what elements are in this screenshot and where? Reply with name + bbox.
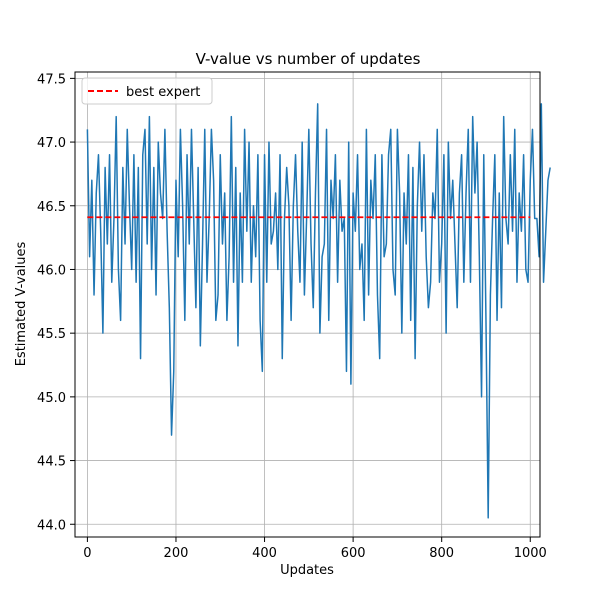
x-tick-label: 0	[83, 546, 91, 561]
y-tick-label: 45.5	[37, 327, 66, 342]
grid-lines	[75, 72, 540, 537]
series-line-v-values	[86, 103, 551, 519]
x-axis-label: Updates	[280, 563, 334, 578]
x-tick-label: 800	[429, 546, 454, 561]
y-tick-label: 45.0	[37, 391, 66, 406]
legend: best expert	[81, 77, 213, 105]
plot-frame	[74, 71, 541, 538]
legend-box	[81, 77, 213, 105]
x-tick-label: 1000	[514, 546, 547, 561]
x-tick-label: 200	[164, 546, 189, 561]
y-tick-label: 46.5	[37, 200, 66, 215]
chart-title: V-value vs number of updates	[196, 50, 421, 68]
y-tick-label: 47.0	[37, 136, 66, 151]
x-tick-label: 600	[341, 546, 366, 561]
y-tick-label: 47.5	[37, 72, 66, 87]
y-tick-label: 44.5	[37, 455, 66, 470]
axis-ticks: 0 200 400 600 800 1000 44.0 44.5 45.0 45.5 46.0 46.…	[37, 72, 547, 561]
x-tick-label: 400	[252, 546, 277, 561]
legend-label-best-expert: best expert	[126, 85, 200, 100]
y-tick-label: 44.0	[37, 518, 66, 533]
y-tick-label: 46.0	[37, 263, 66, 278]
y-axis-label: Estimated V-values	[14, 241, 29, 366]
plot-area	[86, 103, 551, 519]
